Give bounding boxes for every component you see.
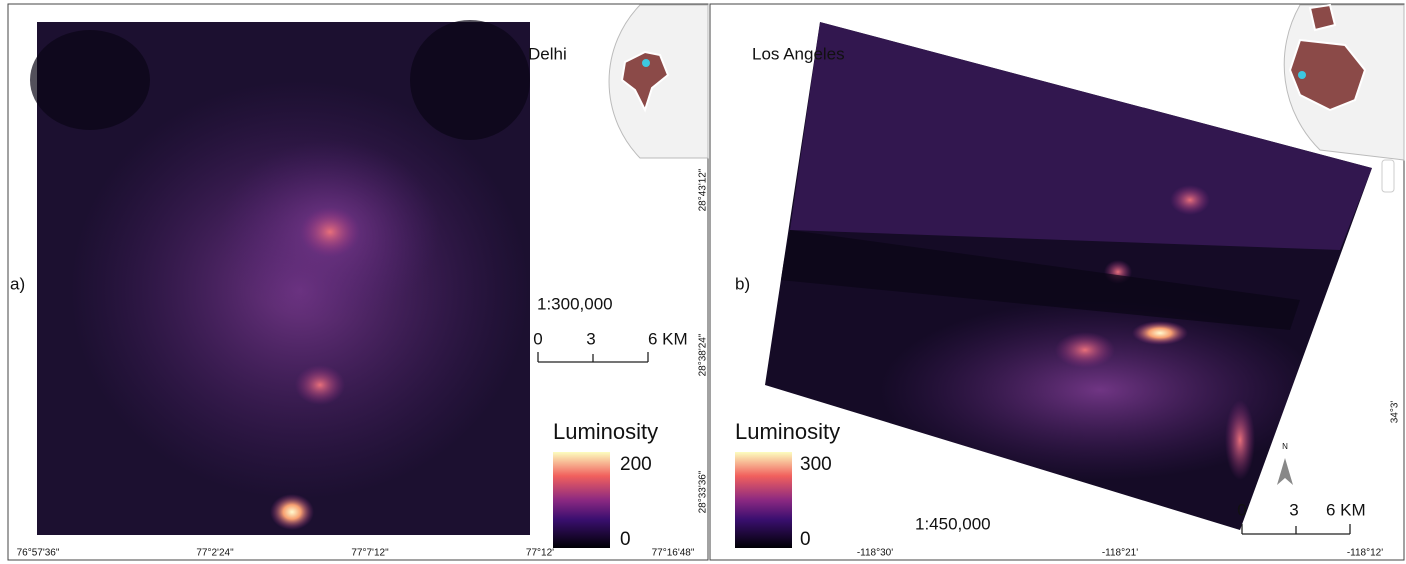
x-coord: -118°21'	[1102, 548, 1138, 559]
y-coord: 28°33'36"	[698, 470, 709, 513]
y-coord: 28°38'24"	[698, 333, 709, 376]
legend-title: Luminosity	[553, 419, 658, 444]
scale-bar-label: 6 KM	[1326, 500, 1366, 519]
legend-min: 0	[800, 529, 811, 550]
legend-max: 300	[800, 454, 832, 475]
city-name: Delhi	[528, 44, 567, 63]
legend-colorbar	[735, 452, 792, 548]
scale-bar-label: 0	[1237, 500, 1246, 519]
legend-max: 200	[620, 454, 652, 475]
y-coord: 34°3'	[1390, 401, 1401, 424]
scale-bar	[1242, 524, 1350, 534]
city-name: Los Angeles	[752, 44, 845, 63]
panel-label: b)	[735, 274, 750, 293]
delhi-inset-globe	[609, 5, 708, 158]
x-coord: -118°12'	[1347, 548, 1383, 559]
scale-bar-label: 3	[586, 329, 595, 348]
map-scale: 1:450,000	[915, 514, 991, 533]
y-coord: 28°43'12"	[698, 168, 709, 211]
scale-bar	[538, 352, 648, 362]
scale-bar-label: 6 KM	[648, 329, 688, 348]
x-coord: 77°16'48"	[652, 548, 695, 559]
x-coord: -118°30'	[857, 548, 893, 559]
map-scale: 1:300,000	[537, 294, 613, 313]
x-coord: 76°57'36"	[17, 548, 60, 559]
scale-bar-label: 0	[533, 329, 542, 348]
scale-bar-label: 3	[1289, 500, 1298, 519]
legend-colorbar	[553, 452, 610, 548]
north-label: N	[1282, 442, 1288, 451]
x-coord: 77°12'	[526, 548, 554, 559]
delhi-heatmap	[30, 20, 530, 535]
panel-label: a)	[10, 274, 25, 293]
x-coord: 77°2'24"	[196, 548, 234, 559]
legend-min: 0	[620, 529, 631, 550]
north-arrow: N	[1277, 442, 1293, 485]
la-heatmap	[765, 22, 1372, 530]
figure: a) Delhi 1:300,000 0 3 6 KM Luminosity 2…	[0, 0, 1406, 564]
legend-title: Luminosity	[735, 419, 840, 444]
x-coord: 77°7'12"	[351, 548, 389, 559]
